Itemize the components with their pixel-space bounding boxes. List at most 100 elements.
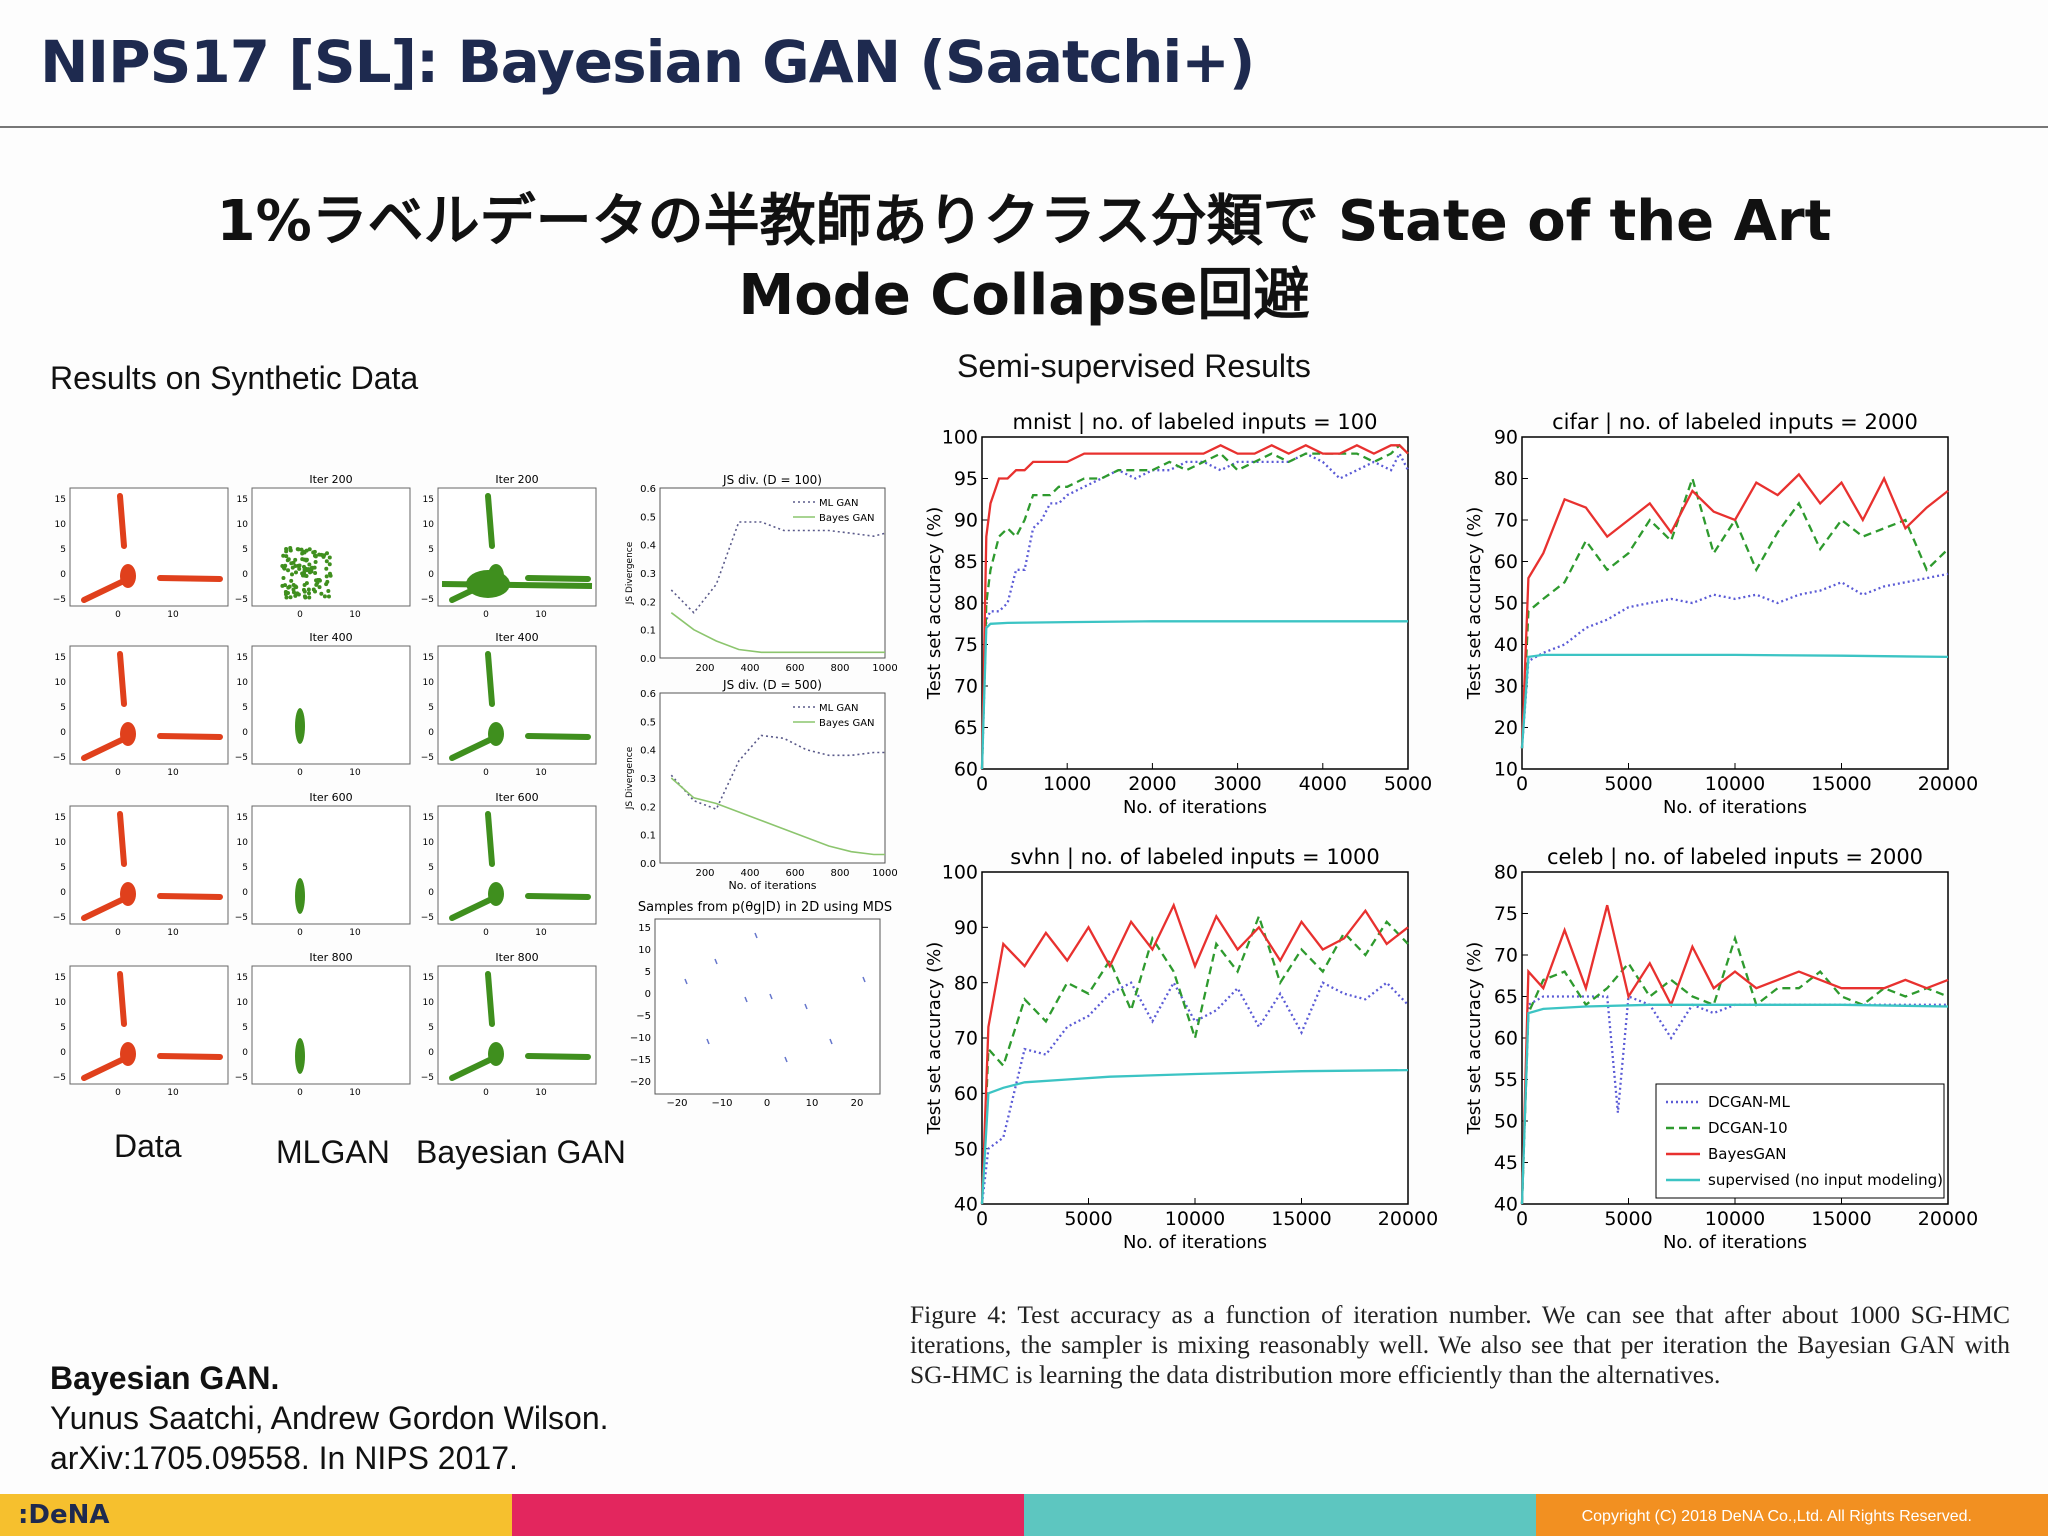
y-tick-label: −5 <box>53 595 66 605</box>
series-line-supervised <box>1520 1003 1949 1205</box>
gen-point <box>325 551 330 556</box>
scatter-frame <box>251 645 411 765</box>
scatter-frame <box>69 965 229 1085</box>
y-tick-label: 20 <box>1494 717 1518 739</box>
gen-cluster <box>295 708 305 744</box>
y-tick-label: 15 <box>237 653 248 663</box>
plot-frame <box>1521 436 1949 770</box>
gen-point <box>304 558 309 563</box>
reference-venue: arXiv:1705.09558. In NIPS 2017. <box>50 1440 518 1476</box>
column-label-mlgan: MLGAN <box>276 1134 390 1170</box>
y-tick-label: 0.2 <box>640 597 656 608</box>
reference-authors: Yunus Saatchi, Andrew Gordon Wilson. <box>50 1400 609 1436</box>
scatter-frame <box>251 805 411 925</box>
gen-point <box>284 554 289 559</box>
gen-cluster <box>295 1038 305 1074</box>
iter-label: Iter 200 <box>495 473 538 486</box>
y-tick-label: 80 <box>954 972 978 994</box>
y-tick-label: 70 <box>954 676 978 698</box>
gen-point <box>281 576 286 581</box>
chart-title: cifar | no. of labeled inputs = 2000 <box>1552 410 1918 435</box>
gen-point <box>301 564 306 569</box>
gen-point <box>281 553 286 558</box>
x-tick-label: 800 <box>830 868 849 879</box>
headline-line1: 1%ラベルデータの半教師ありクラス分類で State of the Art <box>216 189 1832 254</box>
mode-shape <box>81 971 223 1081</box>
y-tick-label: 0 <box>242 888 248 898</box>
scatter-frame <box>251 487 411 607</box>
y-tick-label: −5 <box>235 753 248 763</box>
mode-shape <box>449 811 591 921</box>
footer-bar <box>0 1494 2048 1536</box>
y-tick-label: 5 <box>242 703 248 713</box>
gen-point <box>307 562 312 567</box>
mds-point <box>714 958 718 965</box>
series-line-dcgan-10 <box>980 912 1409 1205</box>
y-tick-label: −5 <box>421 753 434 763</box>
y-tick-label: 0.0 <box>640 859 656 870</box>
x-tick-label: 0 <box>297 928 303 938</box>
x-tick-label: 10 <box>349 768 361 778</box>
series-line <box>670 734 885 811</box>
column-label-bayesian-gan: Bayesian GAN <box>416 1134 626 1170</box>
mode-horizontal <box>525 893 591 900</box>
y-tick-label: 0 <box>242 1048 248 1058</box>
x-tick-label: 0 <box>115 1088 121 1098</box>
y-tick-label: 5 <box>242 545 248 555</box>
x-tick-label: 0 <box>115 610 121 620</box>
y-tick-label: 5 <box>60 703 66 713</box>
y-tick-label: 70 <box>1494 945 1518 967</box>
mode-center <box>120 564 136 588</box>
y-tick-label: 10 <box>237 998 249 1008</box>
series-line-bayesgan <box>1520 472 1949 749</box>
y-tick-label: 5 <box>645 967 651 978</box>
y-tick-label: 10 <box>423 998 435 1008</box>
gen-point <box>290 572 295 577</box>
legend-label: DCGAN-10 <box>1708 1119 1788 1137</box>
x-axis-label: No. of iterations <box>1123 797 1267 818</box>
scatter-frame <box>437 965 597 1085</box>
x-tick-label: 5000 <box>1604 773 1652 795</box>
x-tick-label: 10 <box>349 1088 361 1098</box>
series-line <box>670 521 886 614</box>
y-tick-label: 65 <box>1494 986 1518 1008</box>
x-tick-label: 15000 <box>1811 1208 1871 1230</box>
gen-point <box>306 591 311 596</box>
iter-label: Iter 600 <box>309 791 352 804</box>
gen-point <box>283 583 288 588</box>
iter-label: Iter 200 <box>309 473 352 486</box>
mode-horizontal <box>157 575 223 582</box>
y-tick-label: 10 <box>237 678 249 688</box>
title-divider <box>0 126 2048 128</box>
gen-point <box>288 595 293 600</box>
slide-title: NIPS17 [SL]: Bayesian GAN (Saatchi+) <box>40 28 1255 96</box>
y-tick-label: 50 <box>1494 593 1518 615</box>
y-tick-label: 15 <box>237 973 248 983</box>
x-tick-label: 1000 <box>872 663 897 674</box>
mds-point <box>744 996 748 1003</box>
plot-frame <box>981 871 1409 1205</box>
mode-center <box>120 722 136 746</box>
series-line <box>670 777 885 856</box>
gen-point <box>326 594 331 599</box>
y-tick-label: −10 <box>630 1033 651 1044</box>
series-line-dcgan-ml <box>1520 994 1948 1205</box>
y-tick-label: 0 <box>428 728 434 738</box>
mode-horizontal <box>157 1053 223 1060</box>
x-tick-label: 5000 <box>1064 1208 1112 1230</box>
y-tick-label: 10 <box>638 945 651 956</box>
y-tick-label: 40 <box>954 1194 978 1216</box>
gen-point <box>324 582 329 587</box>
y-tick-label: 15 <box>423 813 434 823</box>
y-tick-label: −5 <box>235 595 248 605</box>
legend-label: ML GAN <box>819 498 858 509</box>
mode-vertical <box>485 493 495 549</box>
x-tick-label: 800 <box>830 663 849 674</box>
x-tick-label: 10 <box>349 928 361 938</box>
x-tick-label: 10000 <box>1705 1208 1765 1230</box>
gen-blob <box>466 570 510 598</box>
y-tick-label: 70 <box>1494 510 1518 532</box>
x-tick-label: 10000 <box>1705 773 1765 795</box>
y-tick-label: 75 <box>954 634 978 656</box>
y-tick-label: 95 <box>954 468 978 490</box>
